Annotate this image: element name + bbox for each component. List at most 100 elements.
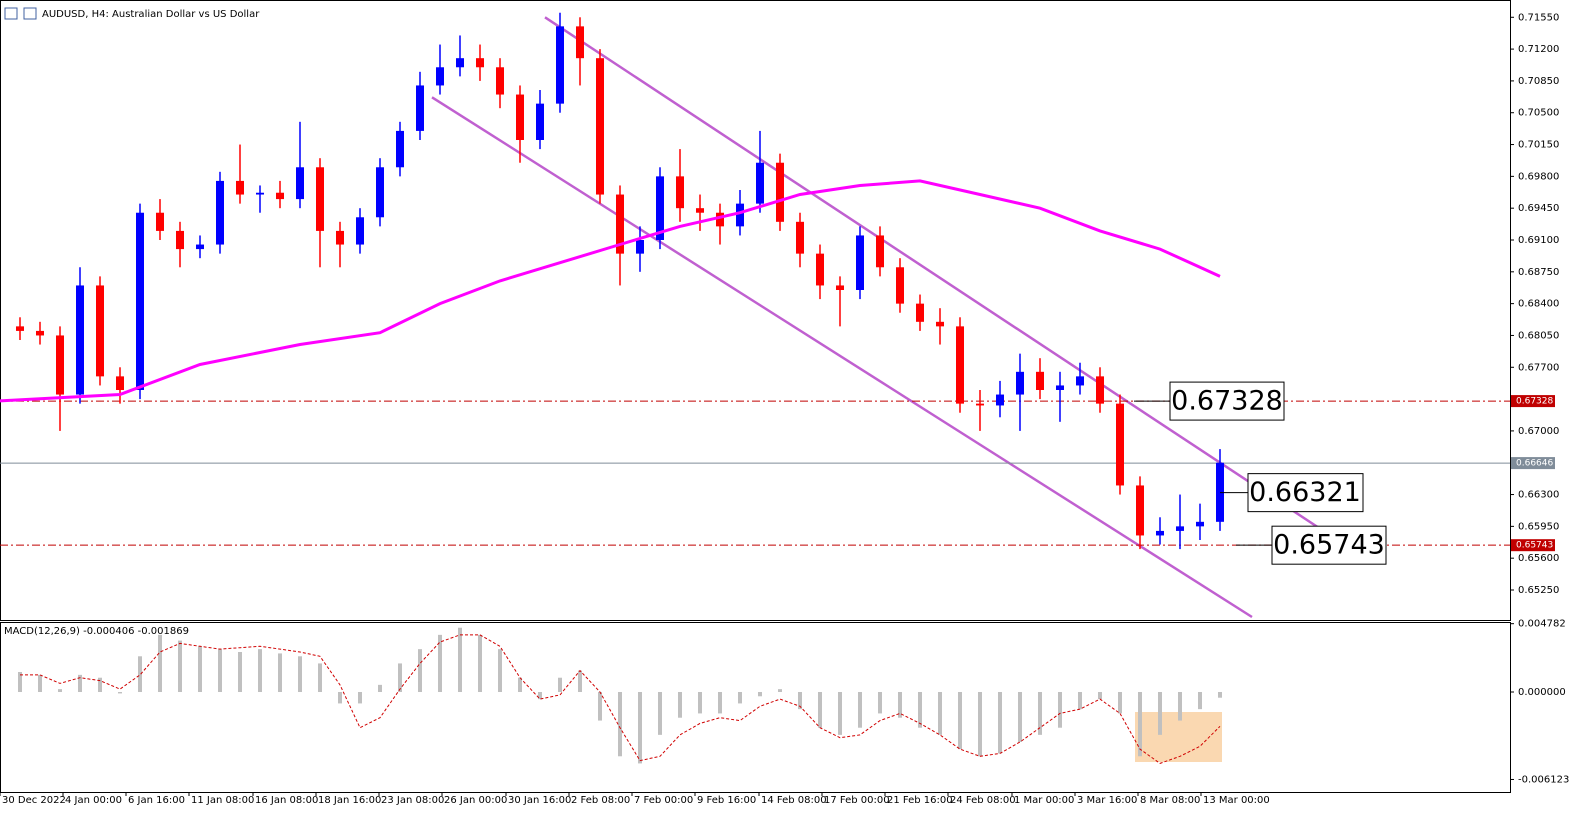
candle-body (1176, 526, 1184, 531)
macd-bar (498, 649, 502, 692)
candle-body (796, 221, 804, 254)
y-tick-label: 0.70500 (1518, 108, 1559, 119)
candle-body (976, 403, 984, 406)
y-tick-label: 0.65950 (1518, 521, 1559, 532)
macd-bar (578, 670, 582, 692)
candle-body (136, 212, 144, 390)
macd-bar (398, 663, 402, 692)
macd-bar (1118, 692, 1122, 714)
macd-bar (938, 692, 942, 735)
candle-body (496, 67, 504, 95)
macd-bar (1218, 692, 1222, 698)
candle-body (876, 235, 884, 268)
x-tick-label: 23 Jan 08:00 (381, 795, 444, 806)
candle-body (596, 58, 604, 195)
callout-box (1271, 525, 1387, 565)
y-tick-label: 0.000000 (1518, 687, 1566, 698)
price-tag (1511, 539, 1555, 552)
x-tick-label: 8 Mar 08:00 (1140, 795, 1200, 806)
macd-bar (478, 634, 482, 692)
x-tick-label: 2 Feb 08:00 (571, 795, 630, 806)
x-tick-label: 26 Jan 00:00 (444, 795, 507, 806)
candle-body (396, 130, 404, 168)
callout-label: 0.65743 (1273, 530, 1385, 561)
macd-bar (878, 692, 882, 714)
candle-body (256, 192, 264, 195)
candle-body (1076, 376, 1084, 386)
macd-bar (138, 656, 142, 692)
candle-body (696, 208, 704, 213)
y-tick-label: 0.70850 (1518, 76, 1559, 87)
candle-body (76, 285, 84, 395)
macd-bar (538, 692, 542, 700)
macd-bar (38, 674, 42, 692)
macd-bar (1178, 692, 1182, 721)
candle-body (296, 167, 304, 200)
candle-body (336, 230, 344, 245)
candle-body (936, 321, 944, 327)
candle-body (836, 285, 844, 290)
candle-body (996, 394, 1004, 406)
candle-body (576, 26, 584, 59)
macd-bar (838, 692, 842, 735)
macd-bar (1198, 692, 1202, 710)
y-tick-label: 0.004782 (1518, 619, 1566, 630)
macd-bar (158, 634, 162, 692)
candle-body (716, 212, 724, 227)
candle-body (416, 85, 424, 131)
macd-bar (618, 692, 622, 757)
price-tag-label: 0.67328 (1516, 397, 1553, 407)
candle-body (776, 162, 784, 222)
y-tick-label: 0.69800 (1518, 171, 1559, 182)
y-tick-label: -0.006123 (1518, 774, 1569, 785)
macd-bar (418, 649, 422, 692)
macd-bar (978, 692, 982, 757)
macd-bar (298, 656, 302, 692)
x-tick-label: 1 Mar 00:00 (1014, 795, 1074, 806)
candle-body (356, 217, 364, 245)
candle-body (176, 230, 184, 250)
x-tick-label: 4 Jan 00:00 (65, 795, 122, 806)
y-tick-label: 0.68050 (1518, 330, 1559, 341)
chart-title: AUDUSD, H4: Australian Dollar vs US Doll… (42, 9, 260, 20)
candle-body (456, 58, 464, 68)
candle-body (96, 285, 104, 377)
macd-bar (778, 689, 782, 692)
y-tick-label: 0.67700 (1518, 362, 1559, 373)
macd-bar (318, 663, 322, 692)
candle-body (56, 335, 64, 395)
macd-bar (798, 692, 802, 710)
x-tick-label: 17 Feb 00:00 (824, 795, 890, 806)
candle-body (856, 235, 864, 290)
macd-bar (858, 692, 862, 728)
macd-bar (958, 692, 962, 750)
macd-bar (758, 692, 762, 697)
candle-body (916, 303, 924, 322)
macd-bar (598, 692, 602, 721)
macd-bar (198, 646, 202, 692)
y-tick-label: 0.66300 (1518, 490, 1559, 501)
candle-body (1196, 521, 1204, 527)
macd-bar (378, 684, 382, 692)
macd-bar (1078, 692, 1082, 710)
callout-label: 0.66321 (1249, 477, 1361, 508)
macd-bar (718, 692, 722, 714)
candle-body (736, 203, 744, 227)
macd-panel-frame (0, 622, 1511, 793)
macd-bar (698, 692, 702, 714)
callout-label: 0.67328 (1171, 386, 1283, 417)
macd-title: MACD(12,26,9) -0.000406 -0.001869 (4, 626, 189, 637)
candle-body (756, 162, 764, 204)
macd-bar (678, 692, 682, 718)
y-tick-label: 0.65600 (1518, 553, 1559, 564)
candle-body (616, 194, 624, 254)
macd-bar (1158, 692, 1162, 735)
x-tick-label: 6 Jan 16:00 (128, 795, 185, 806)
x-tick-label: 24 Feb 08:00 (950, 795, 1016, 806)
icon (23, 7, 37, 20)
candle-body (816, 253, 824, 286)
macd-bar (738, 692, 742, 704)
macd-bar (118, 692, 122, 694)
macd-bar (658, 692, 662, 735)
macd-bar (278, 653, 282, 692)
